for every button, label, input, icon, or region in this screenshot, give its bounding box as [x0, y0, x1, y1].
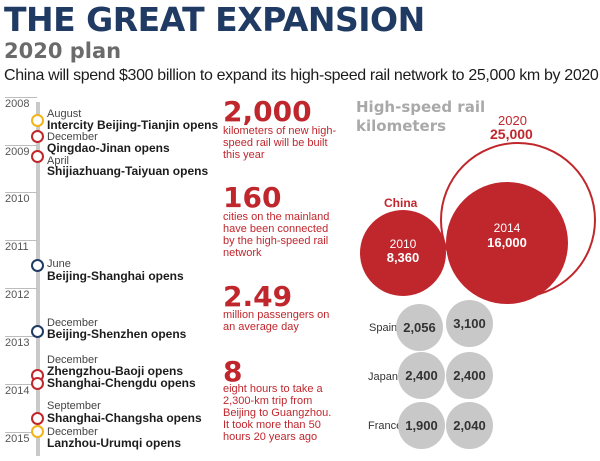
event-title: Shanghai-Changsha opens [47, 411, 202, 425]
timeline-year: 2011 [5, 240, 37, 253]
page-description: China will spend $300 billion to expand … [4, 67, 599, 84]
china-label: China [384, 196, 418, 210]
plan-value: 25,000 [490, 126, 533, 142]
event-title: Beijing-Shenzhen opens [47, 327, 187, 341]
china-2014-year: 2014 [493, 221, 521, 235]
timeline-year: 2009 [5, 145, 37, 158]
timeline-marker [31, 425, 44, 438]
event-title: Intercity Beijing-Tianjin opens [47, 118, 219, 132]
event-title: Qingdao-Jinan opens [47, 141, 170, 155]
stat-description: eight hours to take a 2,300-km trip from… [223, 383, 332, 443]
country-label-spain: Spain [369, 322, 398, 334]
event-month: December [47, 131, 98, 143]
stat-number: 2,000 [223, 95, 312, 128]
event-title: Zhengzhou-Baoji opens [47, 364, 183, 378]
country-bubble: 2,040 [446, 402, 493, 449]
timeline-year: 2010 [5, 192, 37, 205]
china-2014-value: 16,000 [487, 235, 527, 250]
timeline-marker [31, 325, 44, 338]
country-label-france: France [368, 420, 403, 432]
event-month: September [47, 400, 101, 412]
country-bubble: 2,400 [398, 352, 445, 399]
timeline-year: 2013 [5, 336, 37, 349]
timeline-marker [31, 130, 44, 143]
event-month: August [47, 108, 82, 120]
event-month: June [47, 258, 71, 270]
timeline-marker [31, 114, 44, 127]
timeline-year: 2015 [5, 432, 37, 445]
timeline-year: 2014 [5, 384, 37, 397]
country-bubble: 3,100 [446, 300, 493, 347]
country-bubble: 1,900 [398, 402, 445, 449]
timeline-marker [31, 150, 44, 163]
stat-number: 160 [223, 181, 282, 214]
country-label-japan: Japan [368, 371, 398, 383]
stat-description: kilometers of new high-speed rail will b… [223, 125, 337, 161]
china-2010-year: 2010 [389, 237, 417, 251]
timeline-year: 2008 [5, 97, 37, 110]
country-bubble: 2,400 [446, 352, 493, 399]
stat-description: million passengers on an average day [223, 309, 330, 333]
event-title: Beijing-Shanghai opens [47, 269, 184, 283]
rail-km-heading: High-speed rail kilometers [356, 98, 486, 135]
event-title: Shanghai-Chengdu opens [47, 376, 196, 390]
event-month: December [47, 426, 98, 438]
timeline-line [36, 102, 40, 456]
stat-number: 8 [223, 355, 243, 388]
page-subtitle: 2020 plan [4, 39, 122, 63]
china-2010-value: 8,360 [386, 250, 420, 265]
china-2010-bubble [360, 210, 446, 296]
event-month: April [47, 155, 70, 167]
country-bubble: 2,056 [396, 304, 443, 351]
plan-year: 2020 [498, 113, 527, 128]
event-title: Shijiazhuang-Taiyuan opens [47, 164, 209, 178]
timeline-marker [31, 412, 44, 425]
event-title: Lanzhou-Urumqi opens [47, 436, 181, 450]
event-month: December [47, 317, 98, 329]
event-month: December [47, 354, 98, 366]
china-2014-bubble [446, 182, 568, 304]
stat-description: cities on the mainland have been connect… [223, 211, 330, 259]
timeline-marker [31, 377, 44, 390]
rail-timeline: 2008 2009 2010 2011 2012 2013 2014 2015 … [0, 94, 219, 461]
timeline-marker [31, 259, 44, 272]
page-title: THE GREAT EXPANSION [4, 0, 425, 39]
stat-number: 2.49 [223, 280, 293, 313]
timeline-year: 2012 [5, 288, 37, 301]
